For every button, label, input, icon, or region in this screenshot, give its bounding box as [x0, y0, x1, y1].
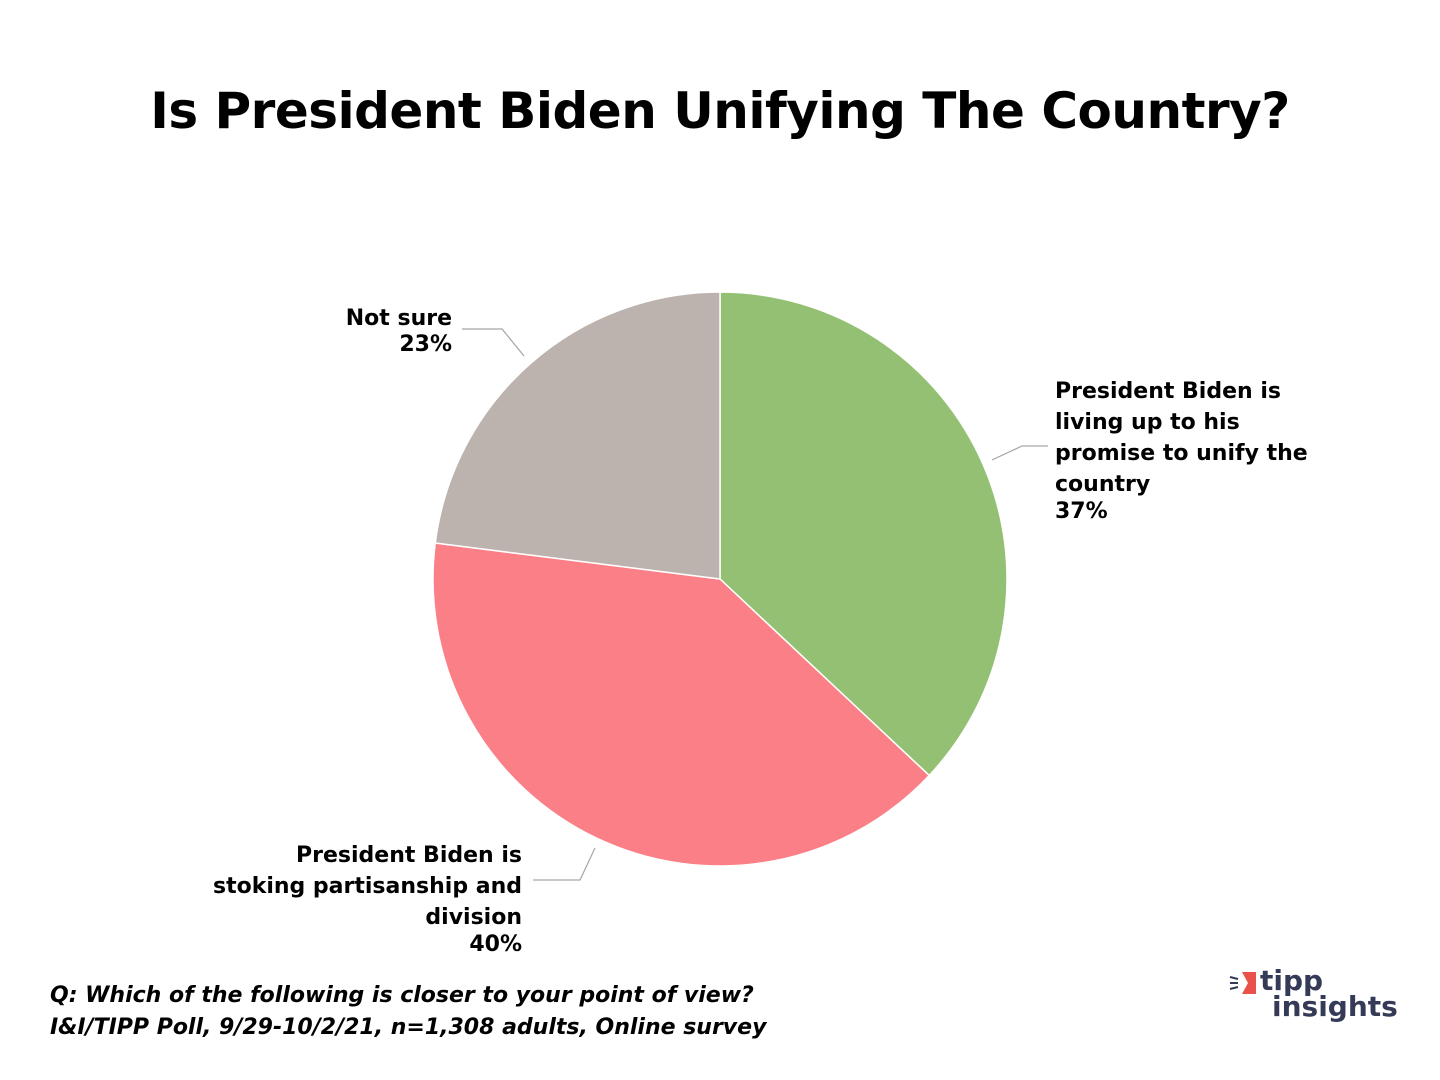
leader-line-green [991, 445, 1048, 461]
label-unify-text: President Biden is living up to his prom… [1055, 379, 1308, 497]
tipp-insights-logo: tipp insights [1228, 966, 1398, 1026]
logo-line1: tipp [1260, 964, 1324, 997]
leader-line-red [533, 847, 596, 881]
label-notsure-text: Not sure [345, 306, 452, 331]
leader-line-gray [462, 328, 525, 357]
footnote-source: I&I/TIPP Poll, 9/29-10/2/21, n=1,308 adu… [50, 1015, 767, 1040]
pie-slice-1 [432, 542, 931, 867]
label-unify: President Biden is living up to his prom… [1055, 376, 1315, 524]
chart-title: Is President Biden Unifying The Country? [150, 82, 1290, 140]
logo-flag-icon [1229, 972, 1256, 994]
label-divide-text: President Biden is stoking partisanship … [212, 843, 522, 930]
label-notsure-value: 23% [399, 332, 452, 357]
logo-line2: insights [1272, 990, 1398, 1023]
label-notsure: Not sure 23% [330, 306, 452, 358]
label-divide-value: 40% [469, 932, 522, 957]
pie-slice-2 [434, 291, 721, 580]
pie-slice-0 [719, 291, 1008, 777]
footnote-question: Q: Which of the following is closer to y… [50, 983, 754, 1008]
label-unify-value: 37% [1055, 499, 1108, 524]
label-divide: President Biden is stoking partisanship … [200, 840, 522, 957]
